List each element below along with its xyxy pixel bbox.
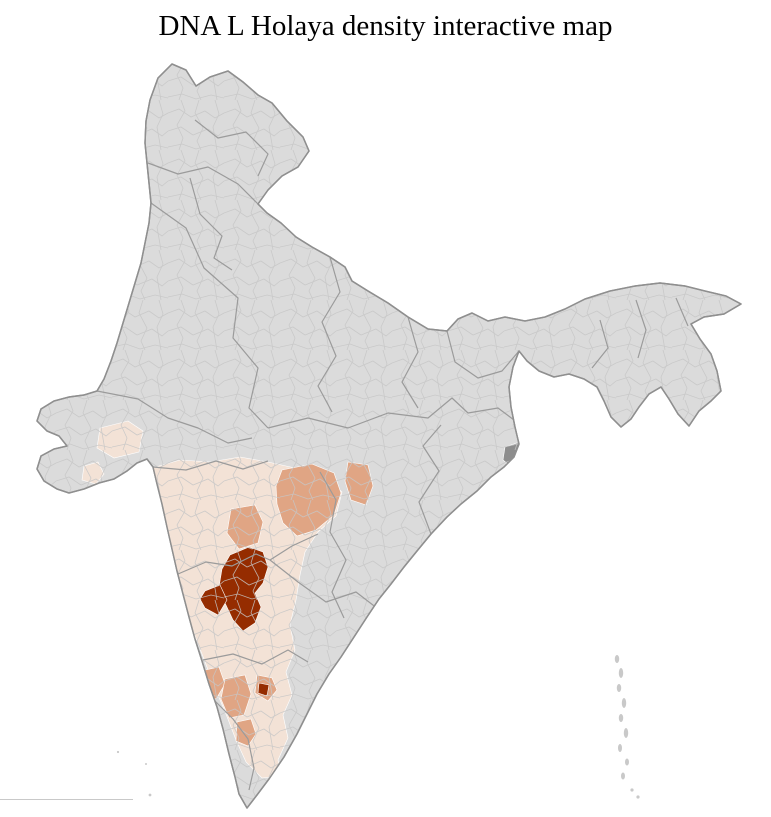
state-border-odisha	[418, 424, 442, 535]
andaman-island	[618, 744, 622, 752]
nicobar-island	[625, 758, 629, 766]
state-border-gujarat-north	[96, 390, 253, 444]
nicobar-island	[636, 795, 640, 799]
state-border-maharashtra-karnataka	[177, 533, 319, 575]
lakshadweep-island	[116, 750, 120, 754]
andaman-island	[614, 655, 620, 663]
nicobar-island	[621, 772, 625, 780]
lakshadweep-island	[148, 793, 152, 797]
bottom-divider-line	[0, 799, 133, 800]
state-border-kerala-tamilnadu	[213, 699, 255, 791]
state-border-punjab	[189, 177, 233, 271]
andaman-island	[621, 698, 627, 708]
state-boundaries	[96, 119, 689, 791]
andaman-island	[616, 684, 622, 692]
state-border-ladakh	[194, 119, 269, 177]
state-border-bihar-bengal	[446, 330, 520, 379]
state-border-karnataka-south	[202, 649, 309, 665]
state-border-jk	[147, 162, 259, 205]
district-boundaries-mesh	[37, 64, 741, 808]
state-border-maharashtra-east	[319, 471, 347, 619]
andaman-island	[618, 714, 624, 722]
state-border-rajasthan	[150, 202, 269, 429]
nicobar-island	[630, 788, 634, 792]
lakshadweep-island	[145, 763, 147, 765]
andaman-island	[623, 728, 629, 738]
state-border-up-west	[317, 256, 341, 413]
state-border-gujarat-maharashtra	[152, 460, 269, 471]
page-title: DNA L Holaya density interactive map	[158, 10, 613, 42]
state-border-central	[267, 397, 515, 429]
andaman-island	[618, 668, 624, 678]
islands	[116, 655, 640, 799]
state-border-up-bihar	[401, 316, 419, 409]
